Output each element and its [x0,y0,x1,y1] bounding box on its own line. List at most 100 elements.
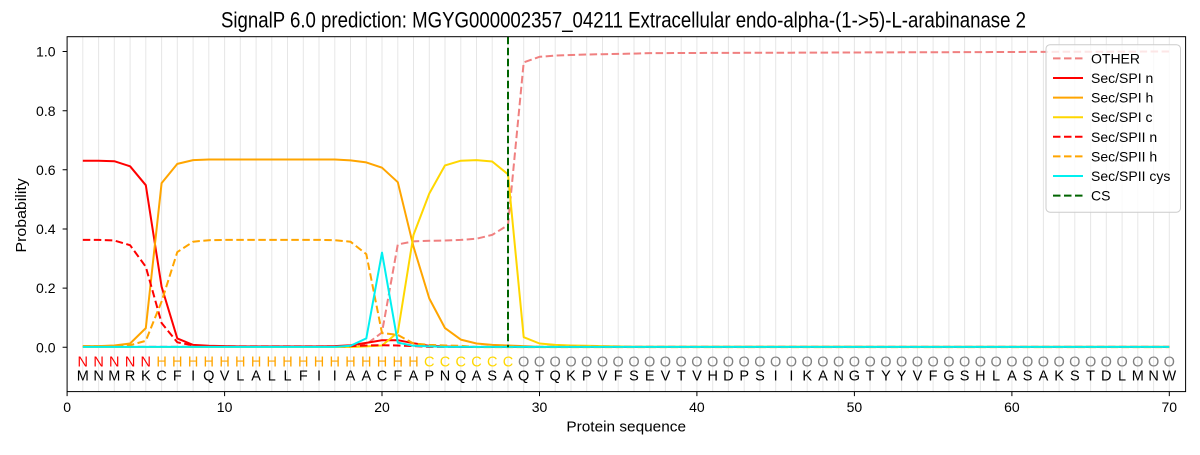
svg-text:L: L [1118,369,1126,385]
svg-text:O: O [927,354,938,370]
svg-text:A: A [818,369,828,385]
svg-text:G: G [943,369,954,385]
svg-text:O: O [1132,354,1143,370]
svg-text:Sec/SPII n: Sec/SPII n [1091,129,1157,145]
svg-text:R: R [125,369,135,385]
svg-text:10: 10 [217,399,233,415]
svg-text:N: N [141,354,151,370]
svg-text:H: H [282,354,292,370]
svg-text:20: 20 [374,399,390,415]
svg-text:N: N [109,354,119,370]
svg-text:H: H [298,354,308,370]
svg-text:40: 40 [689,399,705,415]
svg-text:F: F [299,369,308,385]
svg-text:O: O [1085,354,1096,370]
svg-text:30: 30 [532,399,548,415]
svg-text:K: K [802,369,812,385]
svg-text:N: N [440,369,450,385]
svg-text:P: P [582,369,592,385]
svg-text:S: S [1070,369,1080,385]
svg-text:O: O [959,354,970,370]
svg-text:M: M [77,369,89,385]
svg-text:H: H [707,369,717,385]
svg-text:A: A [346,369,356,385]
svg-text:Sec/SPI n: Sec/SPI n [1091,70,1153,86]
svg-text:H: H [330,354,340,370]
svg-text:L: L [283,369,291,385]
svg-text:O: O [849,354,860,370]
svg-text:O: O [628,354,639,370]
svg-text:0.8: 0.8 [36,103,56,119]
svg-text:70: 70 [1162,399,1178,415]
svg-text:A: A [361,369,371,385]
svg-text:T: T [866,369,875,385]
svg-text:N: N [93,369,103,385]
svg-text:V: V [661,369,671,385]
svg-text:V: V [220,369,230,385]
svg-text:D: D [723,369,733,385]
svg-text:I: I [333,369,337,385]
svg-text:O: O [833,354,844,370]
svg-text:N: N [1148,369,1158,385]
svg-text:O: O [1053,354,1064,370]
svg-text:Protein sequence: Protein sequence [566,418,686,435]
svg-text:O: O [754,354,765,370]
svg-text:0.6: 0.6 [36,162,56,178]
svg-text:C: C [503,354,513,370]
svg-text:T: T [1086,369,1095,385]
svg-text:O: O [1101,354,1112,370]
svg-text:H: H [219,354,229,370]
svg-text:50: 50 [847,399,863,415]
svg-text:Q: Q [550,369,561,385]
svg-text:H: H [204,354,214,370]
svg-text:I: I [789,369,793,385]
svg-text:C: C [456,354,466,370]
svg-text:O: O [723,354,734,370]
svg-text:O: O [880,354,891,370]
svg-text:O: O [990,354,1001,370]
svg-text:H: H [345,354,355,370]
svg-text:L: L [236,369,244,385]
svg-text:O: O [1069,354,1080,370]
svg-text:O: O [864,354,875,370]
svg-text:O: O [1148,354,1159,370]
svg-text:0: 0 [63,399,71,415]
svg-text:OTHER: OTHER [1091,50,1140,66]
svg-text:H: H [361,354,371,370]
svg-text:O: O [896,354,907,370]
svg-text:H: H [393,354,403,370]
svg-text:Sec/SPI h: Sec/SPI h [1091,90,1153,106]
svg-text:Sec/SPI c: Sec/SPI c [1091,109,1152,125]
svg-text:H: H [267,354,277,370]
svg-text:O: O [770,354,781,370]
svg-text:L: L [268,369,276,385]
svg-text:S: S [487,369,497,385]
svg-text:A: A [1039,369,1049,385]
svg-text:SignalP 6.0 prediction: MGYG00: SignalP 6.0 prediction: MGYG000002357_04… [221,8,1026,33]
svg-text:O: O [550,354,561,370]
svg-text:N: N [93,354,103,370]
svg-text:O: O [691,354,702,370]
svg-text:C: C [424,354,434,370]
svg-text:V: V [692,369,702,385]
svg-text:Sec/SPII cys: Sec/SPII cys [1091,168,1170,184]
svg-text:C: C [440,354,450,370]
svg-text:O: O [739,354,750,370]
svg-text:V: V [913,369,923,385]
svg-text:T: T [535,369,544,385]
svg-text:O: O [1164,354,1175,370]
svg-text:O: O [676,354,687,370]
svg-text:O: O [1038,354,1049,370]
svg-text:I: I [191,369,195,385]
svg-text:Y: Y [881,369,891,385]
svg-text:G: G [849,369,860,385]
svg-text:C: C [471,354,481,370]
svg-text:W: W [1162,369,1176,385]
svg-text:O: O [597,354,608,370]
svg-text:Probability: Probability [13,178,30,253]
svg-text:O: O [802,354,813,370]
svg-text:O: O [943,354,954,370]
svg-text:Y: Y [897,369,907,385]
svg-text:Q: Q [518,369,529,385]
svg-text:H: H [172,354,182,370]
